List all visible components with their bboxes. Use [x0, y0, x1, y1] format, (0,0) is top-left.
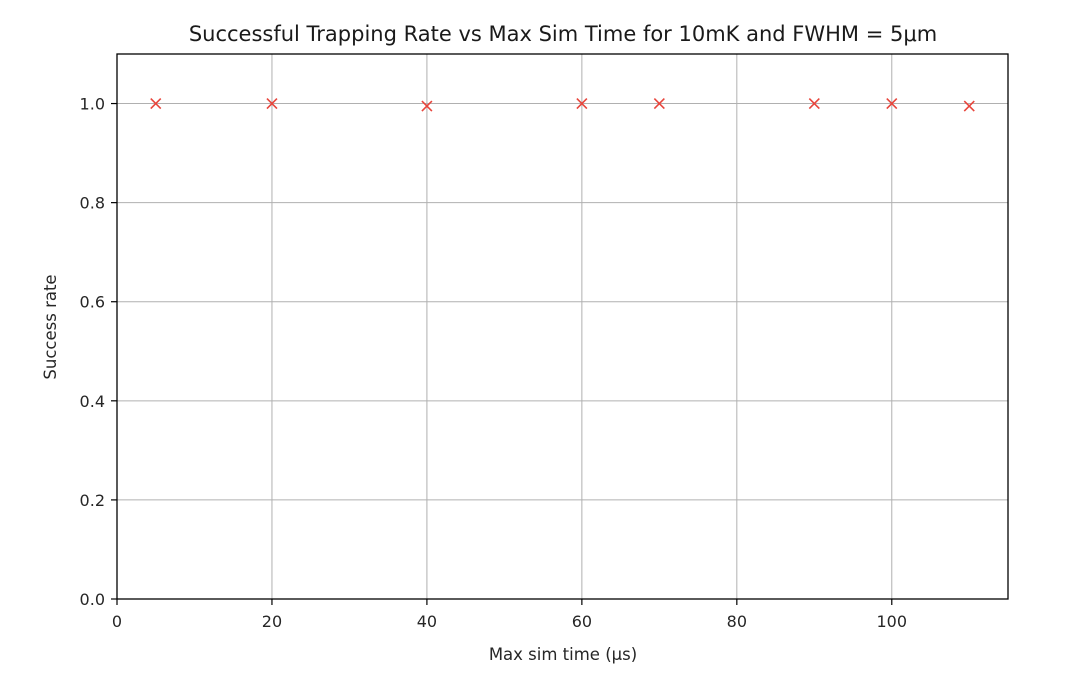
marker-stroke [576, 97, 588, 110]
data-point-marker [808, 97, 820, 110]
marker-stroke [421, 100, 433, 112]
x-tick-label: 60 [572, 612, 592, 631]
marker-stroke [653, 97, 665, 110]
data-point-marker [150, 97, 162, 110]
y-tick-label: 0.0 [80, 590, 105, 609]
data-points-layer [150, 97, 975, 112]
x-tick-label: 40 [417, 612, 437, 631]
y-tick-label: 0.6 [80, 293, 105, 312]
data-point-marker [886, 97, 898, 110]
data-point-marker [653, 97, 665, 110]
marker-stroke [266, 97, 278, 110]
x-tick-label: 100 [877, 612, 908, 631]
data-point-marker [421, 100, 433, 112]
marker-stroke [886, 97, 898, 110]
chart-title: Successful Trapping Rate vs Max Sim Time… [189, 22, 937, 46]
y-tick-label: 0.2 [80, 491, 105, 510]
y-axis-label: Success rate [41, 274, 60, 379]
data-point-marker [576, 97, 588, 110]
plot-frame [116, 53, 1009, 600]
ticks-layer: 0 20 40 60 80 100 0.0 0.2 0.4 0.6 0.8 1.0 [80, 95, 908, 631]
y-tick-label: 0.4 [80, 392, 105, 411]
y-tick-label: 0.8 [80, 194, 105, 213]
x-axis-label: Max sim time (μs) [489, 645, 637, 664]
y-tick-label: 1.0 [80, 95, 105, 114]
marker-stroke [808, 97, 820, 110]
data-point-marker [266, 97, 278, 110]
marker-stroke [963, 100, 975, 112]
marker-stroke [150, 97, 162, 110]
x-tick-label: 80 [727, 612, 747, 631]
x-tick-label: 0 [112, 612, 122, 631]
data-point-marker [963, 100, 975, 112]
x-tick-label: 20 [262, 612, 282, 631]
